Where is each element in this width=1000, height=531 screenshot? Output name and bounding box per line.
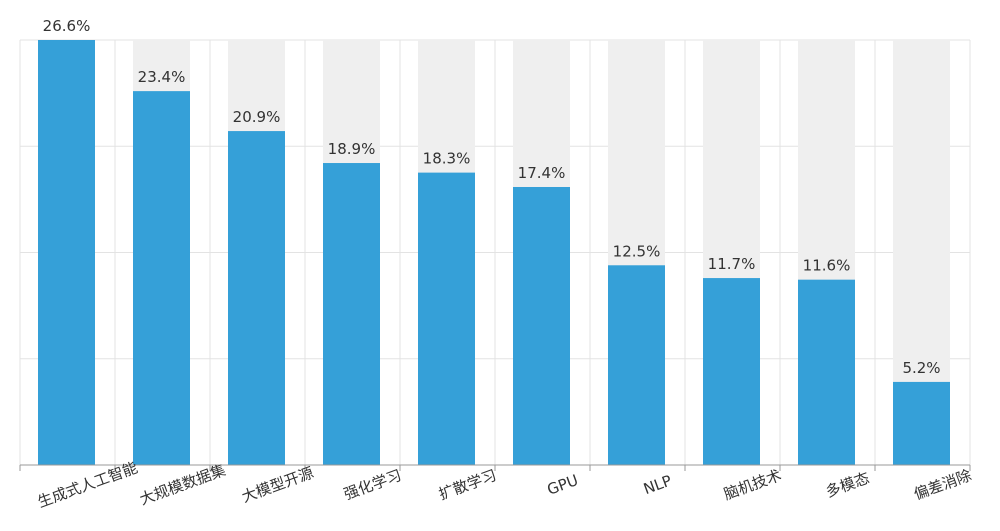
data-label-layer: 26.6% 23.4% 20.9% 18.9% 18.3% 17.4% 12.5% 11.7%… xyxy=(43,17,941,377)
data-label: 20.9% xyxy=(233,108,281,126)
bar xyxy=(38,40,95,465)
bar xyxy=(228,131,285,466)
bar xyxy=(798,279,855,465)
data-label: 18.3% xyxy=(423,150,471,168)
data-label: 17.4% xyxy=(518,164,566,182)
x-tick-label: 偏差消除 xyxy=(911,466,974,503)
x-tick-label: NLP xyxy=(641,471,674,498)
x-tick-label: 大规模数据集 xyxy=(137,461,228,509)
x-tick-label: 多模态 xyxy=(823,469,871,501)
bar xyxy=(703,278,760,465)
x-tick-label: 扩散学习 xyxy=(436,466,499,503)
bar-layer xyxy=(38,40,950,466)
data-label: 26.6% xyxy=(43,17,91,35)
x-tick-label: GPU xyxy=(545,471,581,499)
bar xyxy=(133,91,190,466)
x-axis xyxy=(19,464,971,471)
data-label: 11.7% xyxy=(708,255,756,273)
bar xyxy=(513,186,570,465)
x-tick-label: 强化学习 xyxy=(341,466,404,503)
data-label: 5.2% xyxy=(902,359,940,377)
data-label: 18.9% xyxy=(328,140,376,158)
x-tick-label: 脑机技术 xyxy=(721,466,784,503)
x-tick-label: 生成式人工智能 xyxy=(35,458,140,511)
bar xyxy=(323,163,380,466)
data-label: 12.5% xyxy=(613,242,661,260)
x-tick-label: 大模型开源 xyxy=(239,464,316,507)
bar xyxy=(418,172,475,465)
bar xyxy=(893,381,950,465)
data-label: 23.4% xyxy=(138,68,186,86)
data-label: 11.6% xyxy=(803,257,851,275)
bar xyxy=(608,265,665,465)
